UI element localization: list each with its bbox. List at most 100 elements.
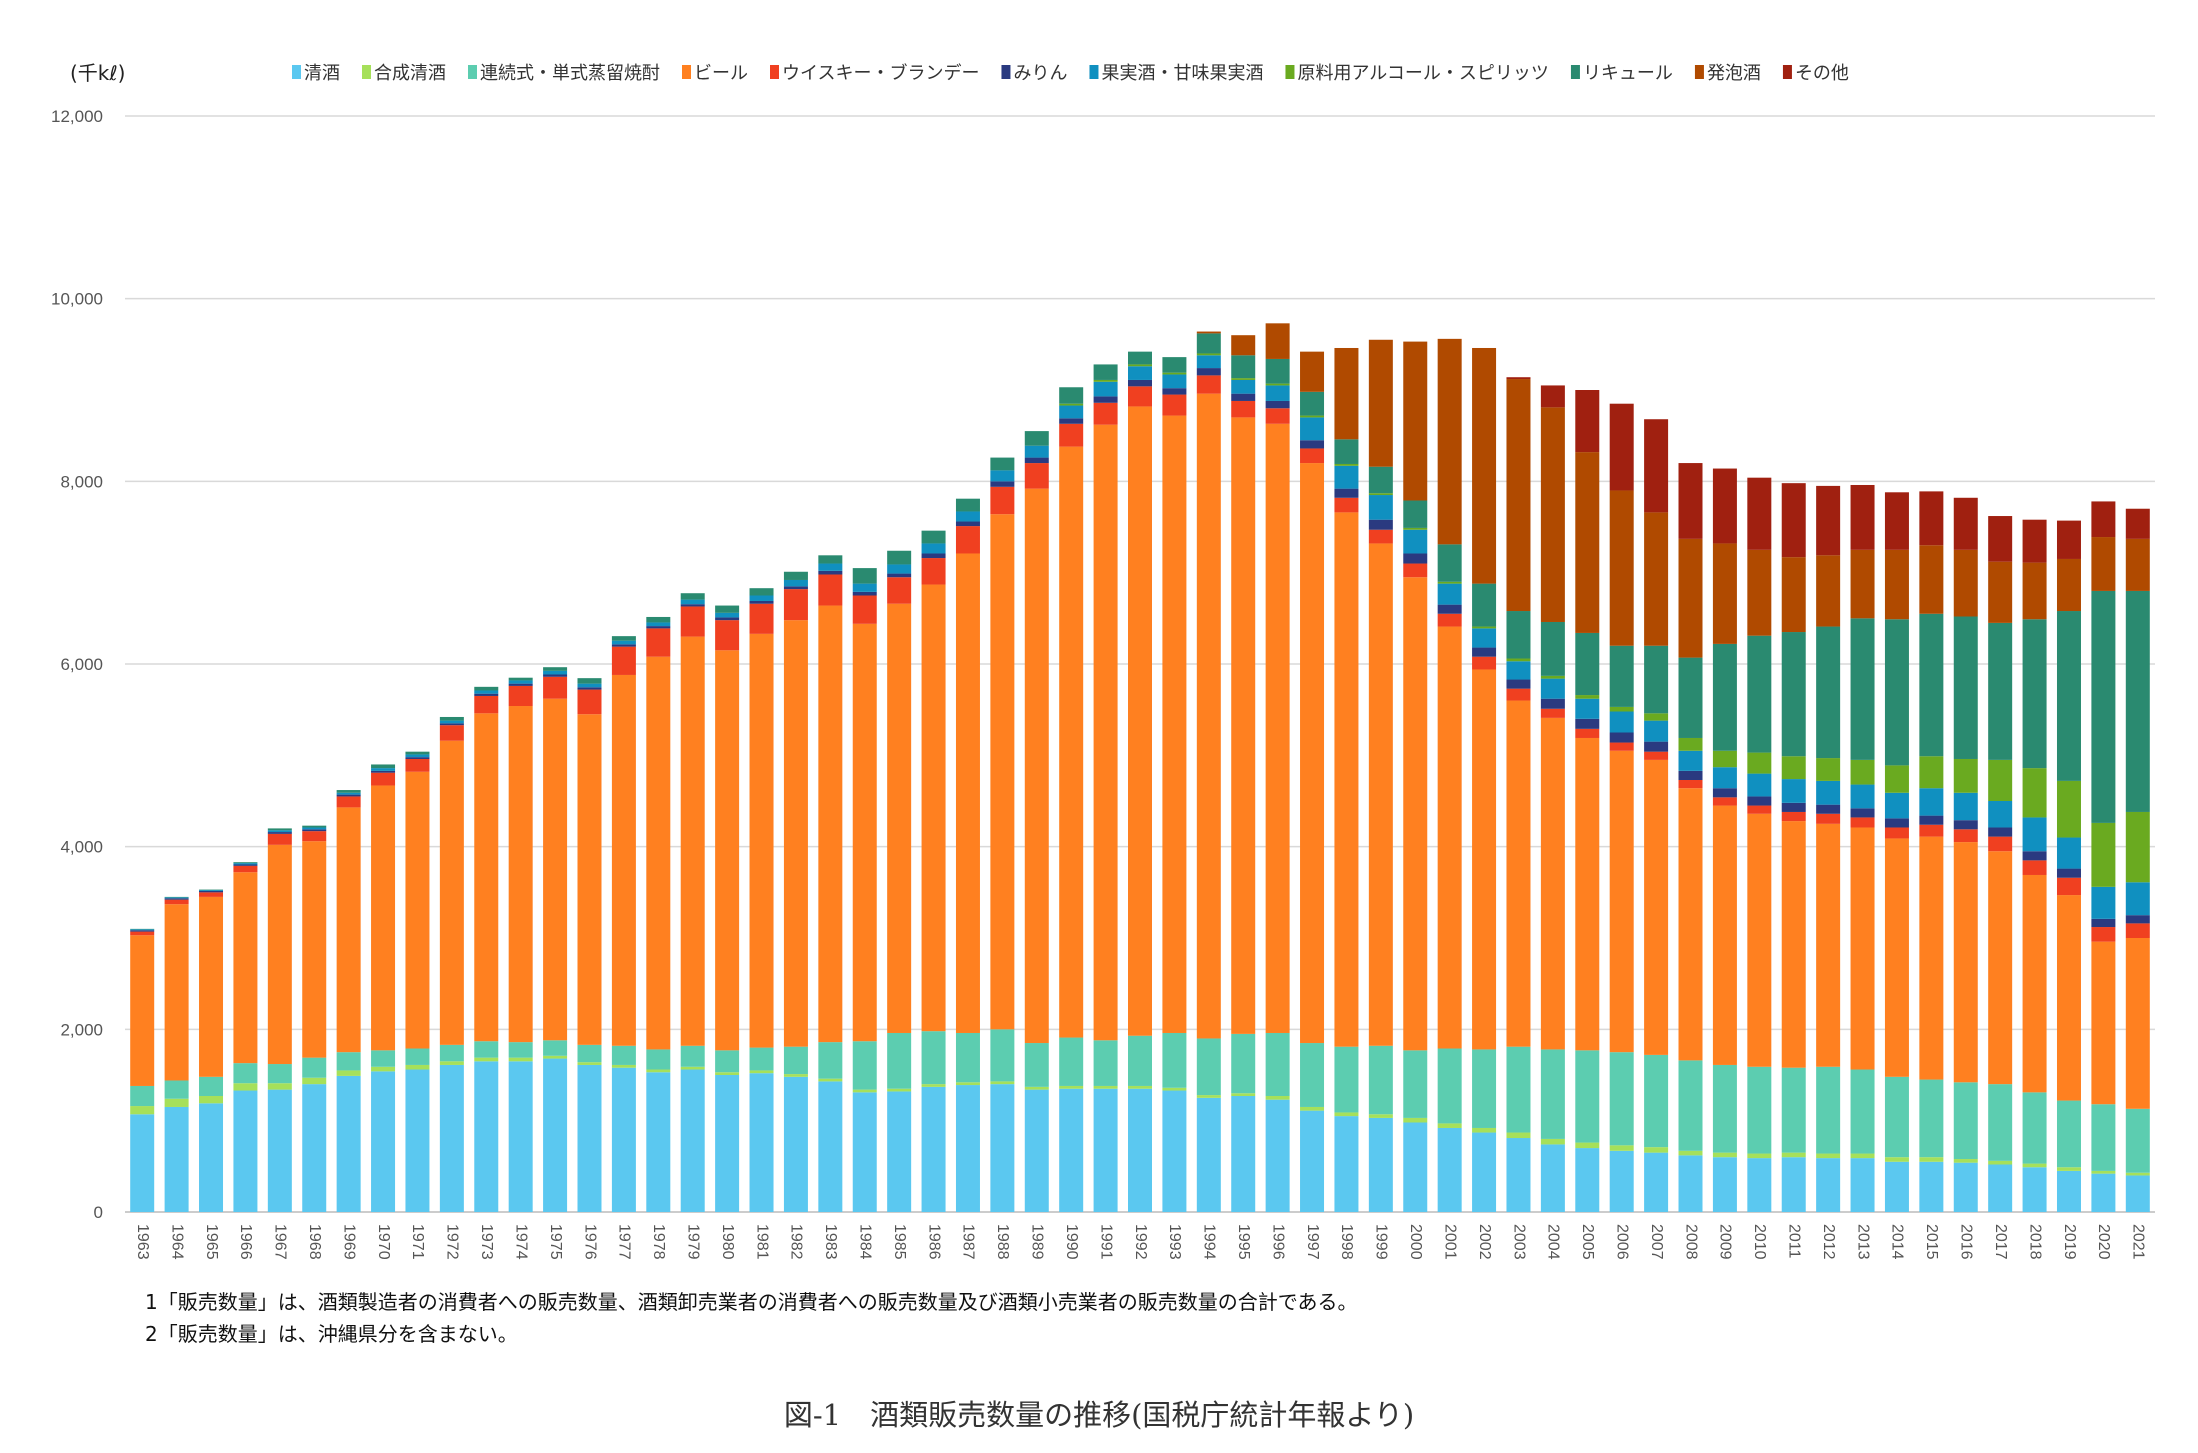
legend-swatch bbox=[1782, 65, 1792, 79]
bar-stack bbox=[1196, 331, 1221, 1212]
bar-segment bbox=[2022, 874, 2047, 1093]
y-tick-label: 6,000 bbox=[60, 655, 103, 674]
bar-segment bbox=[233, 1083, 258, 1091]
bar-stack bbox=[1644, 419, 1669, 1212]
bar-segment bbox=[405, 757, 430, 759]
bar-segment bbox=[336, 792, 361, 795]
bar-segment bbox=[474, 695, 499, 714]
bar-segment bbox=[439, 1061, 464, 1065]
bar-segment bbox=[611, 646, 636, 675]
bar-segment bbox=[2091, 537, 2116, 591]
bar-segment bbox=[1575, 632, 1600, 696]
y-tick-label: 10,000 bbox=[51, 290, 103, 309]
bar-stack bbox=[577, 678, 602, 1212]
bar-segment bbox=[1403, 577, 1428, 1051]
bar-stack bbox=[955, 498, 980, 1212]
bar-segment bbox=[1540, 708, 1565, 718]
bar-stack bbox=[1472, 347, 1497, 1212]
bar-stack bbox=[990, 457, 1015, 1212]
x-tick-label: 2003 bbox=[1510, 1224, 1527, 1260]
bar-segment bbox=[2056, 1170, 2081, 1212]
bar-segment bbox=[1059, 1088, 1084, 1212]
bar-segment bbox=[2022, 1163, 2047, 1168]
bar-segment bbox=[611, 1064, 636, 1068]
bar-segment bbox=[1953, 758, 1978, 793]
bar-segment bbox=[921, 1084, 946, 1087]
bar-segment bbox=[1265, 323, 1290, 359]
bar-segment bbox=[1609, 750, 1634, 1053]
bar-segment bbox=[439, 723, 464, 726]
bar-segment bbox=[646, 616, 671, 623]
bar-segment bbox=[267, 1064, 292, 1084]
bar-stack bbox=[405, 751, 430, 1212]
bar-segment bbox=[1919, 613, 1944, 757]
bar-segment bbox=[1093, 381, 1118, 397]
bar-segment bbox=[1196, 355, 1221, 369]
bar-segment bbox=[1300, 1043, 1325, 1107]
bar-segment bbox=[474, 1057, 499, 1062]
bar-segment bbox=[852, 1041, 877, 1090]
bar-segment bbox=[1506, 688, 1531, 701]
bar-segment bbox=[1506, 377, 1531, 380]
bar-segment bbox=[1678, 1060, 1703, 1151]
x-tick-label: 1979 bbox=[684, 1224, 701, 1260]
bar-stack bbox=[474, 686, 499, 1212]
bar-segment bbox=[1059, 418, 1084, 424]
bar-segment bbox=[1334, 439, 1359, 464]
bar-segment bbox=[749, 603, 774, 634]
bar-segment bbox=[1988, 561, 2013, 623]
bar-segment bbox=[1953, 1159, 1978, 1163]
bar-segment bbox=[1644, 1147, 1669, 1153]
bar-segment bbox=[887, 603, 912, 1033]
bar-segment bbox=[955, 511, 980, 522]
bar-segment bbox=[1231, 400, 1256, 418]
bar-segment bbox=[1919, 836, 1944, 1080]
bar-segment bbox=[955, 553, 980, 1033]
bar-segment bbox=[680, 593, 705, 600]
bar-segment bbox=[1059, 423, 1084, 447]
bar-segment bbox=[1368, 466, 1393, 494]
bar-segment bbox=[1678, 1155, 1703, 1212]
bar-segment bbox=[2022, 619, 2047, 769]
bar-segment bbox=[233, 864, 258, 866]
bar-segment bbox=[1403, 529, 1428, 554]
bar-segment bbox=[1265, 383, 1290, 386]
bar-segment bbox=[646, 1069, 671, 1073]
bar-segment bbox=[921, 558, 946, 585]
bar-segment bbox=[1196, 375, 1221, 394]
bar-segment bbox=[267, 1089, 292, 1212]
bar-stack bbox=[749, 588, 774, 1212]
bar-segment bbox=[1678, 657, 1703, 738]
x-tick-label: 2013 bbox=[1854, 1224, 1871, 1260]
bar-segment bbox=[2091, 927, 2116, 942]
bar-segment bbox=[646, 622, 671, 627]
bar-segment bbox=[405, 1064, 430, 1070]
bar-segment bbox=[2091, 886, 2116, 919]
y-tick-label: 8,000 bbox=[60, 472, 103, 491]
bar-segment bbox=[199, 896, 224, 1077]
bar-segment bbox=[1265, 1096, 1290, 1100]
bar-segment bbox=[371, 785, 396, 1051]
bar-segment bbox=[749, 588, 774, 596]
bar-segment bbox=[990, 486, 1015, 515]
bar-segment bbox=[1231, 379, 1256, 394]
bar-segment bbox=[1953, 616, 1978, 759]
bar-segment bbox=[749, 1073, 774, 1212]
bar-segment bbox=[405, 1048, 430, 1065]
bar-segment bbox=[1540, 385, 1565, 408]
bar-segment bbox=[577, 1062, 602, 1065]
bar-segment bbox=[439, 725, 464, 741]
bar-segment bbox=[267, 844, 292, 1065]
bar-segment bbox=[887, 1091, 912, 1212]
bar-segment bbox=[1816, 1153, 1841, 1159]
bar-segment bbox=[2125, 923, 2150, 938]
bar-segment bbox=[577, 714, 602, 1045]
bar-segment bbox=[267, 828, 292, 831]
bar-segment bbox=[1437, 613, 1462, 627]
bar-segment bbox=[2022, 817, 2047, 852]
bar-segment bbox=[1093, 402, 1118, 425]
bar-segment bbox=[1953, 792, 1978, 821]
bar-stack bbox=[1437, 338, 1462, 1212]
bar-segment bbox=[1540, 1138, 1565, 1145]
bar-segment bbox=[680, 1045, 705, 1067]
